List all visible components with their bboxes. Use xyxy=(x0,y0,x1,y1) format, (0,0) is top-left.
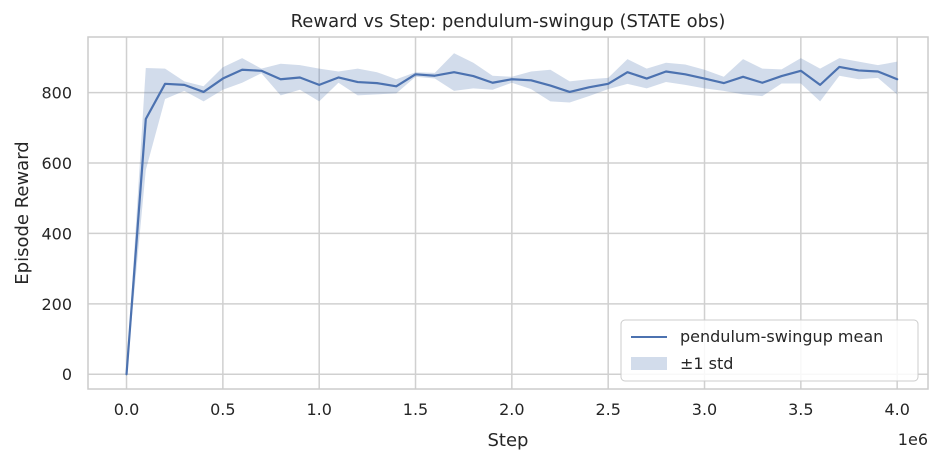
y-tick-labels: 0 200 400 600 800 xyxy=(41,84,72,385)
legend-label-std: ±1 std xyxy=(680,354,733,373)
x-tick-label-3: 1.5 xyxy=(403,400,428,419)
y-tick-label-3: 600 xyxy=(41,154,72,173)
y-tick-label-2: 400 xyxy=(41,224,72,243)
x-tick-label-6: 3.0 xyxy=(692,400,717,419)
x-tick-label-1: 0.5 xyxy=(210,400,235,419)
x-tick-label-7: 3.5 xyxy=(788,400,813,419)
y-tick-label-1: 200 xyxy=(41,295,72,314)
x-tick-label-4: 2.0 xyxy=(499,400,524,419)
axes-border xyxy=(87,36,929,390)
x-tick-label-2: 1.0 xyxy=(306,400,331,419)
x-axis-label: Step xyxy=(488,430,529,451)
x-tick-label-5: 2.5 xyxy=(595,400,620,419)
axes-frame xyxy=(87,36,929,390)
x-tick-label-8: 4.0 xyxy=(884,400,909,419)
x-axis-offset-text: 1e6 xyxy=(898,430,928,449)
legend-box xyxy=(620,319,919,382)
y-axis-label: Episode Reward xyxy=(12,141,33,284)
y-tick-label-4: 800 xyxy=(41,84,72,103)
y-tick-label-0: 0 xyxy=(62,365,72,384)
legend: pendulum-swingup mean ±1 std xyxy=(620,319,919,382)
x-tick-label-0: 0.0 xyxy=(114,400,139,419)
chart-title: Reward vs Step: pendulum-swingup (STATE … xyxy=(291,11,726,32)
legend-band-swatch xyxy=(631,357,667,370)
x-tick-labels: 0.0 0.5 1.0 1.5 2.0 2.5 3.0 3.5 4.0 xyxy=(114,400,910,419)
mean-line-0 xyxy=(125,65,899,376)
mean-line-layer xyxy=(125,65,899,376)
legend-label-mean: pendulum-swingup mean xyxy=(680,327,883,346)
